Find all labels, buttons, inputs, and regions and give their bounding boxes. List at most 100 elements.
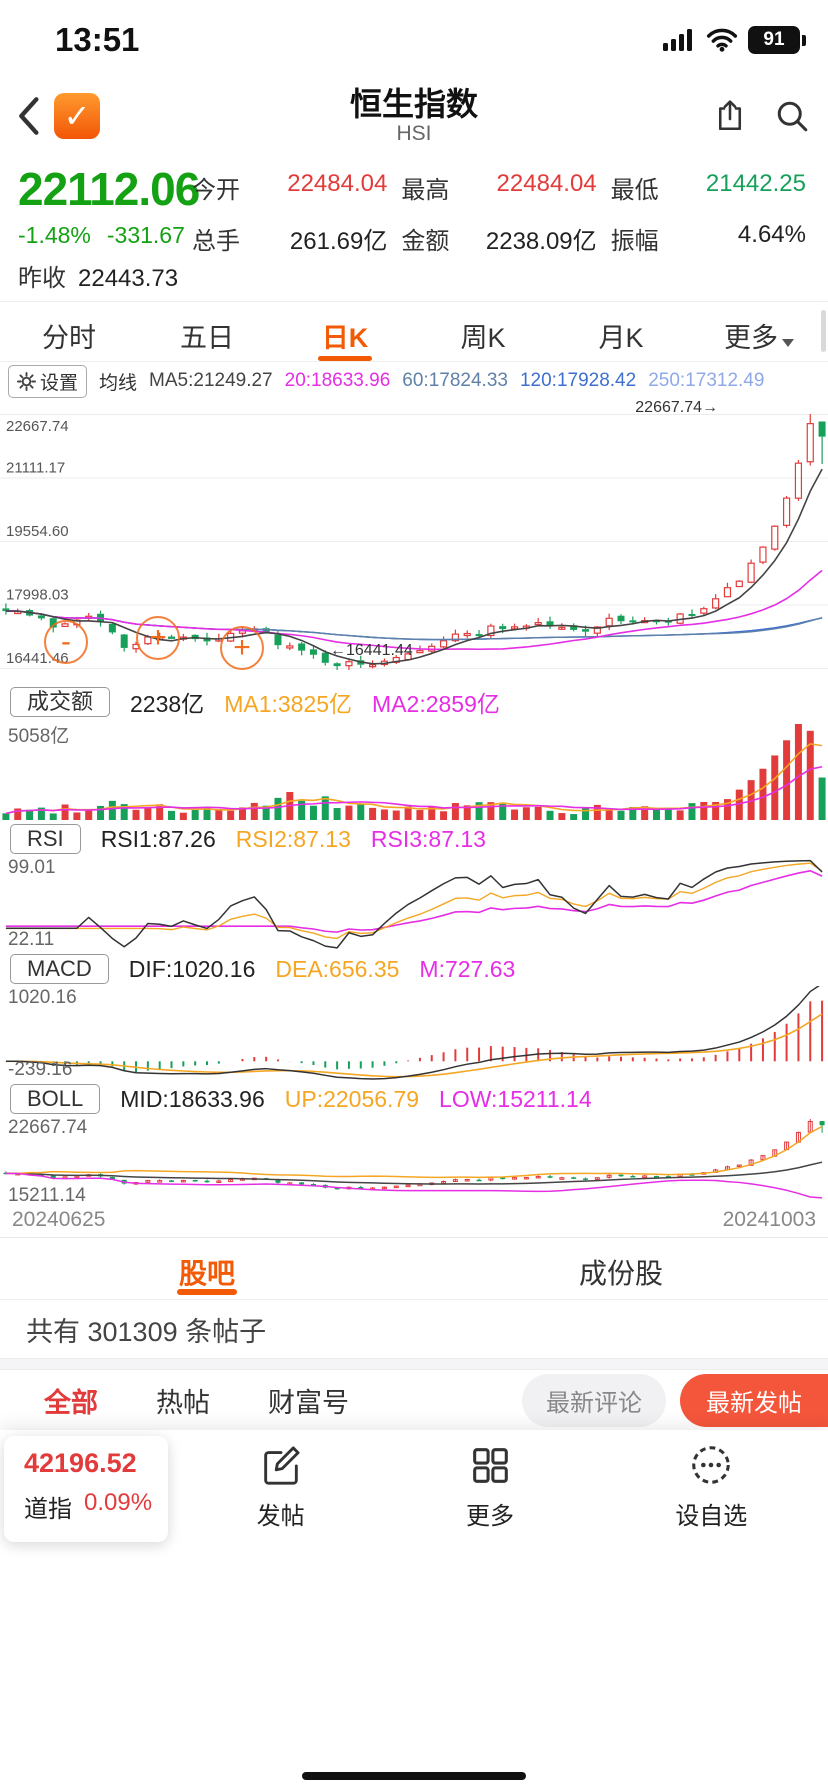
new-post-button[interactable]: 发帖: [257, 1442, 305, 1531]
boll-header: BOLL MID:18633.96 UP:22056.79 LOW:15211.…: [0, 1082, 828, 1116]
boll-low-value: LOW:15211.14: [439, 1085, 592, 1112]
app-logo-icon[interactable]: ✓: [54, 93, 100, 139]
rsi2-value: RSI2:87.13: [235, 825, 351, 852]
rsi3-value: RSI3:87.13: [370, 825, 486, 852]
kline-canvas[interactable]: [0, 400, 828, 684]
ma-prefix: 均线: [99, 372, 138, 394]
tab-constituents[interactable]: 成份股: [578, 1258, 663, 1289]
dow-ticker-card[interactable]: 42196.52 道指 0.09%: [4, 1436, 168, 1542]
battery-percent: 91: [763, 29, 785, 50]
date-end: 20241003: [722, 1208, 816, 1231]
boll-mid-value: MID:18633.96: [120, 1085, 265, 1112]
stat-low: 最低 21442.25: [610, 170, 806, 204]
section-divider: [0, 1358, 828, 1370]
rsi-pane: 99.01 22.11: [0, 856, 828, 952]
macd-indicator-button[interactable]: MACD: [10, 954, 109, 984]
share-button[interactable]: [712, 98, 748, 134]
rsi-canvas[interactable]: [0, 856, 828, 952]
rsi-indicator-button[interactable]: RSI: [10, 824, 81, 854]
volume-indicator-button[interactable]: 成交额: [10, 687, 111, 717]
prev-close: 昨收 22443.73: [18, 265, 179, 292]
boll-canvas[interactable]: [0, 1116, 828, 1208]
quote-panel: 22112.06 -1.48% -331.67 昨收 22443.73 今开 224…: [0, 162, 828, 302]
volume-ma2: MA2:2859亿: [372, 691, 500, 717]
tab-timeshare[interactable]: 分时: [42, 323, 96, 353]
boll-up-value: UP:22056.79: [284, 1085, 420, 1112]
macd-axis-max: 1020.16: [8, 987, 77, 1008]
back-button[interactable]: [16, 96, 40, 136]
battery-icon: 91: [748, 26, 806, 54]
grid-icon: [473, 1448, 508, 1483]
volume-header: 成交额 2238亿 MA1:3825亿 MA2:2859亿: [0, 684, 828, 720]
boll-pane: 22667.74 15211.14: [0, 1116, 828, 1208]
posts-count: 共有 301309 条帖子: [26, 1316, 267, 1347]
kline-chart-pane: 22667.74→ ←16441.44 - + +: [0, 399, 828, 684]
macd-dif-value: DIF:1020.16: [128, 955, 256, 982]
wifi-icon: [706, 28, 738, 52]
tab-5day[interactable]: 五日: [180, 323, 234, 353]
stat-amplitude: 振幅 4.64%: [610, 221, 806, 255]
filter-hot[interactable]: 热帖: [156, 1387, 210, 1418]
status-bar: 13:51 91: [0, 0, 828, 70]
ma250-value: 250:17312.49: [648, 370, 765, 391]
post-filter-row: 全部 热帖 财富号 最新评论 最新发帖: [0, 1370, 828, 1430]
rsi-axis-min: 22.11: [8, 929, 55, 950]
tab-more[interactable]: 更多: [690, 302, 828, 361]
period-high-annotation: 22667.74→: [635, 399, 718, 416]
status-icons: 91: [662, 26, 806, 54]
boll-indicator-button[interactable]: BOLL: [10, 1084, 101, 1114]
tab-daily-k[interactable]: 日K: [276, 302, 414, 361]
filter-caifuhao[interactable]: 财富号: [268, 1387, 349, 1418]
cellular-signal-icon: [663, 29, 692, 51]
cross-marker-minus: -: [44, 620, 88, 664]
tab-scrollbar[interactable]: [821, 310, 826, 352]
add-watchlist-button[interactable]: 设自选: [675, 1442, 747, 1531]
date-start: 20240625: [12, 1208, 106, 1231]
dow-name: 道指: [24, 1496, 72, 1523]
page-subtitle: HSI: [396, 122, 432, 146]
latest-posts-button[interactable]: 最新发帖: [680, 1373, 828, 1427]
chart-settings-button[interactable]: 设置: [8, 364, 88, 398]
date-axis: 20240625 20241003: [0, 1208, 828, 1238]
macd-m-value: M:727.63: [419, 955, 516, 982]
change-percent: -1.48%: [18, 222, 91, 248]
search-button[interactable]: [774, 98, 810, 134]
macd-axis-min: -239.16: [8, 1059, 73, 1080]
social-tabs: 股吧 成份股: [0, 1238, 828, 1300]
tab-guba[interactable]: 股吧: [0, 1238, 414, 1299]
change-absolute: -331.67: [106, 222, 185, 248]
tab-monthly-k[interactable]: 月K: [598, 323, 644, 353]
cross-marker-plus: +: [136, 616, 180, 660]
more-button[interactable]: 更多: [466, 1442, 514, 1531]
app-header: ✓ 恒生指数 HSI: [0, 70, 828, 162]
home-indicator[interactable]: [302, 1772, 526, 1780]
chevron-down-icon: [782, 339, 794, 347]
filter-all[interactable]: 全部: [44, 1387, 98, 1418]
circle-ellipsis-icon: [692, 1446, 731, 1484]
search-icon: [777, 101, 808, 132]
stat-volume: 总手 261.69亿: [192, 228, 388, 255]
volume-axis-max: 5058亿: [8, 726, 70, 747]
tab-weekly-k[interactable]: 周K: [460, 323, 506, 353]
rsi-axis-max: 99.01: [8, 857, 56, 878]
macd-header: MACD DIF:1020.16 DEA:656.35 M:727.63: [0, 952, 828, 986]
price-change: -1.48% -331.67: [18, 222, 185, 249]
period-low-annotation: ←16441.44: [330, 642, 413, 659]
latest-comments-button[interactable]: 最新评论: [522, 1373, 666, 1427]
stat-open: 今开 22484.04: [192, 170, 388, 204]
dow-percent: 0.09%: [84, 1489, 153, 1516]
macd-dea-value: DEA:656.35: [275, 955, 400, 982]
share-icon: [718, 100, 742, 131]
volume-canvas[interactable]: [0, 720, 828, 822]
macd-pane: 1020.16 -239.16: [0, 986, 828, 1082]
page-title: 恒生指数: [349, 85, 478, 122]
quote-stats-grid: 今开 22484.04 最高 22484.04 最低 21442.25 总手 261.6…: [192, 170, 820, 256]
ma-settings-bar: 设置 均线 MA5:21249.27 20:18633.96 60:17824.…: [0, 362, 828, 400]
macd-canvas[interactable]: [0, 986, 828, 1082]
period-tabs: 分时 五日 日K 周K 月K 更多: [0, 302, 828, 362]
rsi-header: RSI RSI1:87.26 RSI2:87.13 RSI3:87.13: [0, 822, 828, 856]
bottom-nav-bar: 42196.52 道指 0.09% 发帖 更多: [0, 1430, 828, 1792]
volume-value: 2238亿: [130, 691, 205, 717]
stat-turnover: 金额 2238.09亿: [401, 228, 597, 255]
ma5-value: MA5:21249.27: [149, 370, 273, 391]
